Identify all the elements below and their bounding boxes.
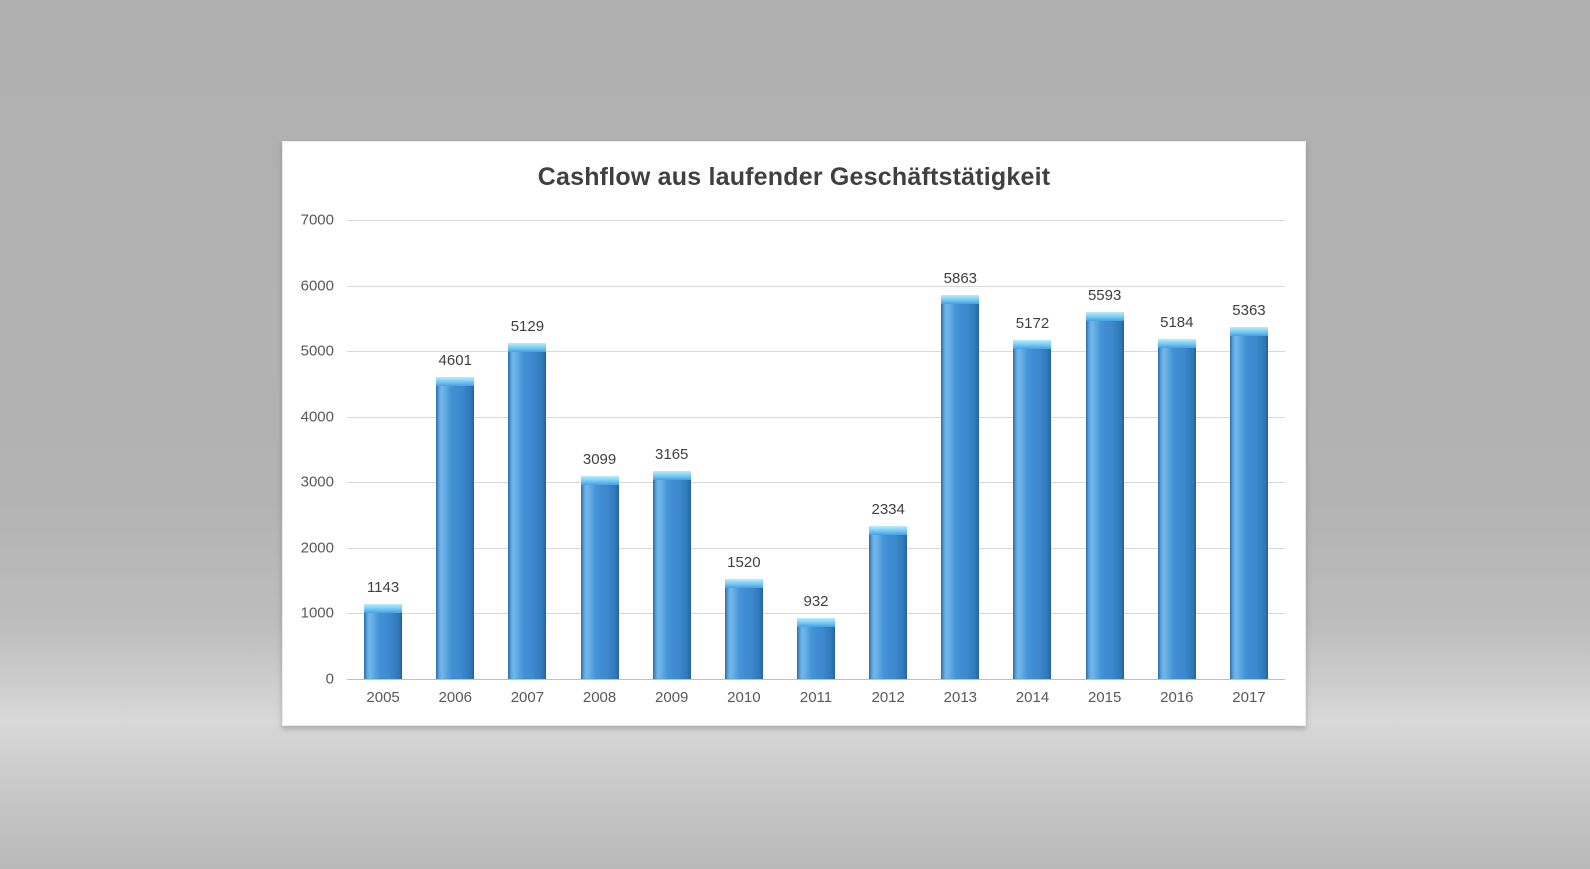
x-axis-label-2011: 2011 bbox=[799, 689, 833, 706]
x-axis-label-2013: 2013 bbox=[943, 689, 978, 706]
value-label-2005: 1143 bbox=[366, 579, 400, 597]
bar-2008 bbox=[580, 475, 619, 679]
y-axis-tick-label: 4000 bbox=[300, 408, 334, 426]
x-axis-line bbox=[347, 679, 1285, 680]
gridline bbox=[347, 547, 1285, 549]
bar-slot-2014: 5172 2014 bbox=[996, 220, 1068, 706]
gridline bbox=[347, 416, 1285, 418]
bar-2011 bbox=[797, 617, 836, 679]
bar-slot-2010: 1520 2010 bbox=[708, 220, 780, 706]
bar-2014 bbox=[1013, 339, 1052, 679]
value-label-2011: 932 bbox=[803, 592, 829, 610]
x-axis-label-2006: 2006 bbox=[438, 689, 472, 706]
x-axis-label-2014: 2014 bbox=[1015, 689, 1050, 706]
bar-series: 1143 2005 4601 2006 5129 2007 3099 2008 3165 2009… bbox=[347, 220, 1285, 706]
x-axis-label-2015: 2015 bbox=[1087, 689, 1122, 706]
gridline bbox=[347, 285, 1285, 287]
bar-slot-2006: 4601 2006 bbox=[419, 220, 491, 706]
bar-slot-2017: 5363 2017 bbox=[1213, 220, 1285, 706]
value-label-2014: 5172 bbox=[1015, 314, 1050, 332]
y-axis-tick-label: 7000 bbox=[300, 211, 334, 229]
chart-title: Cashflow aus laufender Geschäftstätigkei… bbox=[537, 163, 1051, 191]
y-axis-tick-label: 5000 bbox=[300, 342, 334, 360]
gridline bbox=[347, 351, 1285, 353]
y-axis-tick-label: 3000 bbox=[300, 473, 334, 491]
bar-slot-2008: 3099 2008 bbox=[563, 220, 635, 706]
x-axis-label-2009: 2009 bbox=[655, 689, 689, 706]
y-axis-tick-label: 6000 bbox=[300, 277, 334, 295]
value-label-2007: 5129 bbox=[510, 317, 545, 335]
bar-slot-2009: 3165 2009 bbox=[636, 220, 708, 706]
value-label-2013: 5863 bbox=[943, 269, 978, 287]
x-axis-label-2016: 2016 bbox=[1160, 689, 1194, 706]
bar-2013 bbox=[941, 294, 980, 679]
x-axis-label-2010: 2010 bbox=[727, 689, 761, 706]
bar-2017 bbox=[1229, 327, 1268, 679]
bar-slot-2011: 932 2011 bbox=[780, 220, 852, 706]
value-label-2008: 3099 bbox=[582, 450, 617, 468]
gridline bbox=[347, 220, 1285, 221]
value-label-2015: 5593 bbox=[1087, 287, 1122, 305]
bar-2005 bbox=[364, 604, 403, 679]
bar-slot-2007: 5129 2007 bbox=[491, 220, 563, 706]
gridline bbox=[347, 613, 1285, 615]
plot-area: 1143 2005 4601 2006 5129 2007 3099 2008 3165 2009… bbox=[347, 220, 1285, 706]
x-axis-label-2008: 2008 bbox=[582, 689, 617, 706]
value-label-2017: 5363 bbox=[1232, 302, 1266, 320]
x-axis-label-2005: 2005 bbox=[366, 689, 400, 706]
bar-2009 bbox=[652, 471, 691, 679]
bar-2010 bbox=[724, 579, 763, 679]
bar-slot-2015: 5593 2015 bbox=[1069, 220, 1141, 706]
x-axis-label-2012: 2012 bbox=[871, 689, 905, 706]
chart-card: Cashflow aus laufender Geschäftstätigkei… bbox=[282, 141, 1306, 726]
value-label-2006: 4601 bbox=[438, 352, 472, 370]
value-label-2012: 2334 bbox=[871, 500, 905, 518]
bar-slot-2005: 1143 2005 bbox=[347, 220, 419, 706]
bar-2016 bbox=[1157, 339, 1196, 679]
bar-2006 bbox=[436, 377, 475, 679]
y-axis-tick-label: 0 bbox=[325, 670, 334, 688]
bar-slot-2016: 5184 2016 bbox=[1141, 220, 1213, 706]
value-label-2010: 1520 bbox=[727, 554, 761, 572]
gridline bbox=[347, 482, 1285, 484]
value-label-2016: 5184 bbox=[1160, 314, 1194, 332]
value-label-2009: 3165 bbox=[655, 446, 689, 464]
bar-slot-2013: 5863 2013 bbox=[924, 220, 996, 706]
x-axis-label-2017: 2017 bbox=[1232, 689, 1266, 706]
bar-2015 bbox=[1085, 312, 1124, 679]
y-axis-tick-label: 2000 bbox=[300, 539, 334, 557]
bar-2012 bbox=[869, 525, 908, 679]
x-axis-label-2007: 2007 bbox=[510, 689, 545, 706]
y-axis: 0 1000 2000 3000 4000 5000 6000 7000 bbox=[283, 212, 334, 688]
bar-slot-2012: 2334 2012 bbox=[852, 220, 924, 706]
bar-2007 bbox=[508, 342, 547, 679]
y-axis-tick-label: 1000 bbox=[300, 604, 334, 622]
